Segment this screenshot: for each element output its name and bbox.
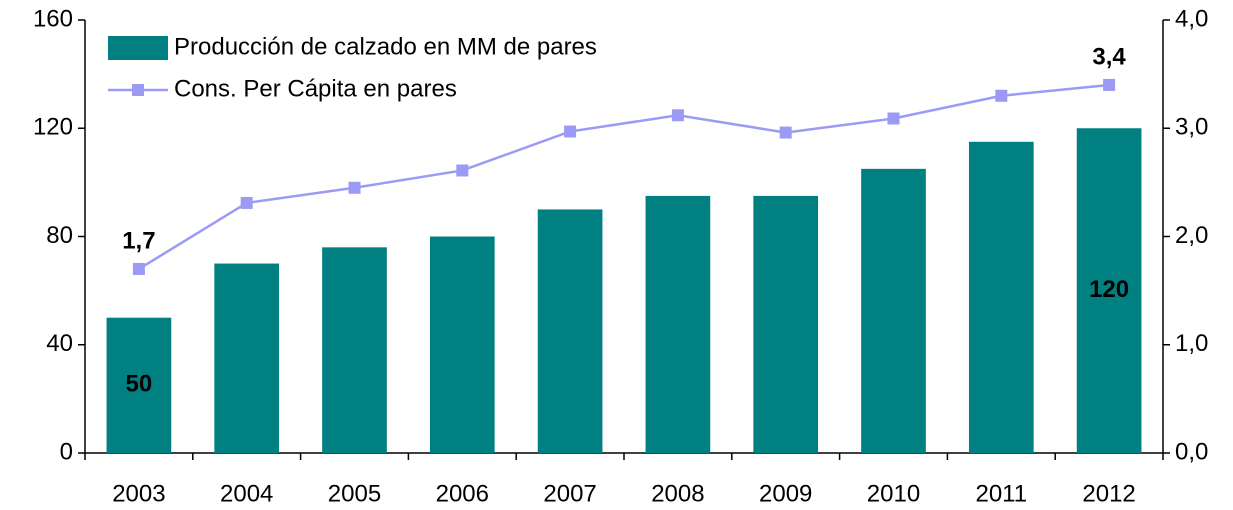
y2-tick-label: 3,0 [1175, 114, 1208, 141]
x-tick-label: 2003 [112, 480, 165, 507]
line [138, 83, 1110, 271]
y-tick-label: 120 [33, 114, 73, 141]
line-marker [887, 112, 900, 125]
legend-label: Cons. Per Cápita en pares [174, 75, 457, 102]
x-tick-label: 2008 [651, 480, 704, 507]
y-tick-label: 0 [60, 438, 73, 465]
bar [1076, 128, 1142, 453]
y-tick-label: 160 [33, 5, 73, 32]
x-tick-label: 2007 [543, 480, 596, 507]
x-tick-label: 2012 [1082, 480, 1135, 507]
line-value-label: 3,4 [1092, 43, 1126, 70]
line-marker [995, 89, 1008, 102]
line-marker [564, 125, 577, 138]
bar [429, 236, 495, 453]
legend-label: Producción de calzado en MM de pares [174, 33, 597, 60]
line-value-label: 1,7 [122, 227, 155, 254]
x-tick-label: 2004 [220, 480, 273, 507]
bar-value-label: 50 [126, 371, 153, 398]
y2-tick-label: 0,0 [1175, 438, 1208, 465]
line-marker [671, 109, 684, 122]
y2-tick-label: 4,0 [1175, 5, 1208, 32]
y-tick-label: 80 [46, 222, 73, 249]
line-marker [1103, 78, 1116, 91]
bar [106, 317, 172, 453]
legend-swatch [132, 84, 144, 96]
x-tick-label: 2011 [975, 480, 1027, 507]
line-marker [779, 126, 792, 139]
bar [645, 195, 711, 453]
y2-tick-label: 1,0 [1175, 330, 1208, 357]
x-tick-label: 2006 [436, 480, 489, 507]
line-marker [456, 164, 469, 177]
bar-value-label: 120 [1089, 276, 1129, 303]
x-tick-label: 2009 [759, 480, 812, 507]
bar [214, 263, 280, 453]
y-tick-label: 40 [46, 330, 73, 357]
x-tick-label: 2010 [867, 480, 920, 507]
y2-tick-label: 2,0 [1175, 222, 1208, 249]
x-tick-label: 2005 [328, 480, 381, 507]
legend-swatch [108, 36, 168, 60]
line-marker [240, 196, 253, 209]
bar [861, 168, 926, 453]
bar [753, 195, 819, 453]
line-marker [132, 262, 145, 275]
bar [537, 209, 603, 453]
bar [322, 247, 387, 453]
bar [968, 141, 1034, 453]
line-marker [348, 181, 361, 194]
